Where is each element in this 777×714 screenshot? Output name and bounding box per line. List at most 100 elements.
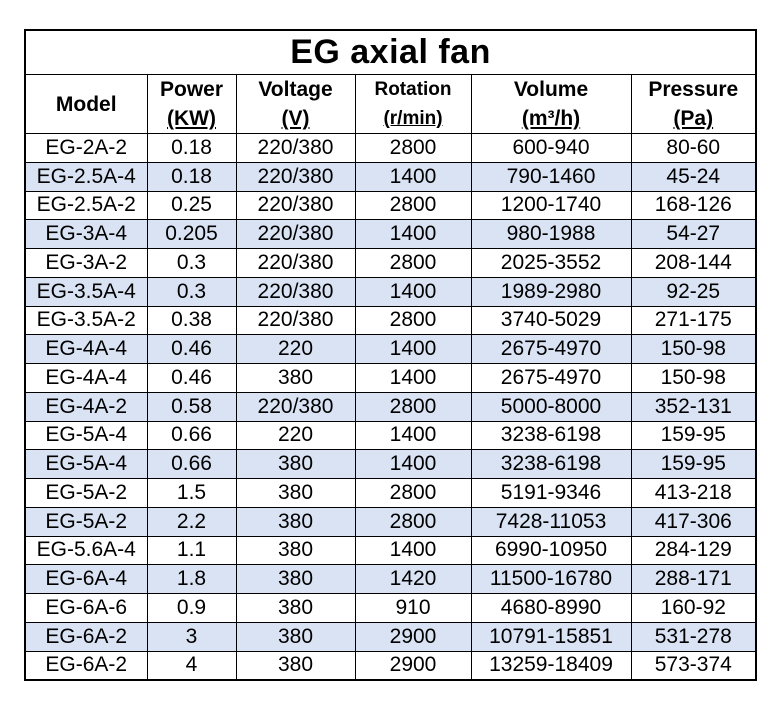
- cell-rotation: 910: [354, 593, 472, 623]
- table-title: EG axial fan: [23, 29, 758, 75]
- cell-model: EG-6A-4: [24, 564, 148, 594]
- cell-power: 0.38: [146, 305, 237, 336]
- cell-power: 1.1: [146, 535, 237, 566]
- header-pressure-label: Pressure: [648, 78, 739, 101]
- cell-pressure: 284-129: [630, 535, 758, 566]
- cell-pressure: 413-218: [630, 478, 758, 508]
- cell-model: EG-6A-2: [24, 621, 148, 652]
- header-pressure: Pressure (Pa): [630, 74, 758, 134]
- cell-voltage: 220/380: [235, 276, 356, 307]
- cell-model: EG-3A-4: [24, 219, 148, 249]
- cell-power: 0.18: [146, 161, 237, 192]
- table-row: EG-5A-4 0.66 220 1400 3238-6198 159-95: [24, 420, 758, 451]
- cell-volume: 3238-6198: [470, 420, 632, 451]
- cell-power: 0.66: [146, 420, 237, 451]
- cell-pressure: 417-306: [630, 506, 758, 537]
- header-voltage-unit: (V): [281, 107, 310, 130]
- cell-rotation: 1400: [354, 219, 472, 249]
- table-row: EG-5.6A-4 1.1 380 1400 6990-10950 284-129: [24, 535, 758, 566]
- cell-pressure: 168-126: [630, 190, 758, 221]
- header-volume: Volume (m³/h): [470, 74, 632, 134]
- cell-rotation: 2900: [354, 650, 472, 682]
- title-row: EG axial fan: [23, 29, 758, 75]
- cell-model: EG-5A-4: [24, 449, 148, 479]
- cell-model: EG-4A-4: [24, 334, 148, 364]
- table-row: EG-3.5A-4 0.3 220/380 1400 1989-2980 92-25: [24, 276, 758, 307]
- cell-model: EG-4A-4: [24, 363, 148, 393]
- cell-pressure: 271-175: [630, 305, 758, 336]
- header-model-label: Model: [55, 92, 117, 116]
- cell-model: EG-6A-6: [24, 593, 148, 623]
- cell-voltage: 380: [235, 363, 356, 393]
- header-voltage-label: Voltage: [258, 78, 333, 101]
- cell-rotation: 2900: [354, 621, 472, 652]
- cell-voltage: 380: [235, 564, 356, 594]
- cell-voltage: 380: [235, 593, 356, 623]
- cell-volume: 4680-8990: [470, 593, 632, 623]
- table-row: EG-3.5A-2 0.38 220/380 2800 3740-5029 271-175: [24, 305, 758, 336]
- cell-volume: 2025-3552: [470, 248, 632, 278]
- cell-rotation: 1400: [354, 276, 472, 307]
- cell-power: 0.9: [146, 593, 237, 623]
- cell-voltage: 220/380: [235, 133, 356, 163]
- table-row: EG-5A-2 1.5 380 2800 5191-9346 413-218: [24, 478, 758, 508]
- cell-rotation: 1400: [354, 449, 472, 479]
- cell-rotation: 1400: [354, 363, 472, 393]
- cell-rotation: 2800: [354, 391, 472, 422]
- cell-power: 0.46: [146, 334, 237, 364]
- cell-volume: 7428-11053: [470, 506, 632, 537]
- cell-model: EG-5A-2: [24, 478, 148, 508]
- cell-model: EG-6A-2: [24, 650, 148, 682]
- cell-voltage: 220/380: [235, 190, 356, 221]
- cell-power: 0.3: [146, 248, 237, 278]
- cell-volume: 2675-4970: [470, 363, 632, 393]
- cell-volume: 1200-1740: [470, 190, 632, 221]
- header-voltage: Voltage (V): [235, 74, 356, 134]
- table-row: EG-2.5A-2 0.25 220/380 2800 1200-1740 168-126: [24, 190, 758, 221]
- cell-pressure: 150-98: [630, 334, 758, 364]
- cell-model: EG-4A-2: [24, 391, 148, 422]
- table-row: EG-4A-4 0.46 380 1400 2675-4970 150-98: [24, 363, 758, 393]
- cell-power: 1.5: [146, 478, 237, 508]
- cell-power: 0.58: [146, 391, 237, 422]
- cell-pressure: 288-171: [630, 564, 758, 594]
- cell-voltage: 380: [235, 535, 356, 566]
- cell-rotation: 2800: [354, 190, 472, 221]
- cell-model: EG-3.5A-4: [24, 276, 148, 307]
- table-row: EG-6A-2 3 380 2900 10791-15851 531-278: [24, 621, 758, 652]
- cell-volume: 5000-8000: [470, 391, 632, 422]
- cell-volume: 980-1988: [470, 219, 632, 249]
- cell-voltage: 380: [235, 621, 356, 652]
- cell-model: EG-2A-2: [24, 133, 148, 163]
- header-power-unit: (KW): [167, 107, 216, 130]
- cell-voltage: 220/380: [235, 219, 356, 249]
- header-power: Power (KW): [146, 74, 237, 134]
- table-row: EG-3A-4 0.205 220/380 1400 980-1988 54-27: [24, 219, 758, 249]
- table-row: EG-2A-2 0.18 220/380 2800 600-940 80-60: [24, 133, 758, 163]
- cell-model: EG-5A-4: [24, 420, 148, 451]
- cell-voltage: 220: [235, 334, 356, 364]
- cell-volume: 3238-6198: [470, 449, 632, 479]
- cell-voltage: 380: [235, 449, 356, 479]
- table-row: EG-6A-4 1.8 380 1420 11500-16780 288-171: [24, 564, 758, 594]
- table-row: EG-3A-2 0.3 220/380 2800 2025-3552 208-144: [24, 248, 758, 278]
- cell-pressure: 352-131: [630, 391, 758, 422]
- cell-rotation: 1400: [354, 535, 472, 566]
- cell-power: 0.46: [146, 363, 237, 393]
- cell-volume: 11500-16780: [470, 564, 632, 594]
- cell-rotation: 2800: [354, 506, 472, 537]
- table-row: EG-4A-4 0.46 220 1400 2675-4970 150-98: [24, 334, 758, 364]
- cell-rotation: 2800: [354, 133, 472, 163]
- cell-pressure: 159-95: [630, 420, 758, 451]
- cell-pressure: 531-278: [630, 621, 758, 652]
- cell-rotation: 1400: [354, 420, 472, 451]
- table-row: EG-4A-2 0.58 220/380 2800 5000-8000 352-131: [24, 391, 758, 422]
- cell-model: EG-2.5A-4: [24, 161, 148, 192]
- header-rotation: Rotation (r/min): [354, 74, 472, 134]
- cell-model: EG-2.5A-2: [24, 190, 148, 221]
- cell-power: 4: [146, 650, 237, 682]
- cell-pressure: 80-60: [630, 133, 758, 163]
- cell-pressure: 159-95: [630, 449, 758, 479]
- cell-model: EG-5.6A-4: [24, 535, 148, 566]
- cell-voltage: 380: [235, 650, 356, 682]
